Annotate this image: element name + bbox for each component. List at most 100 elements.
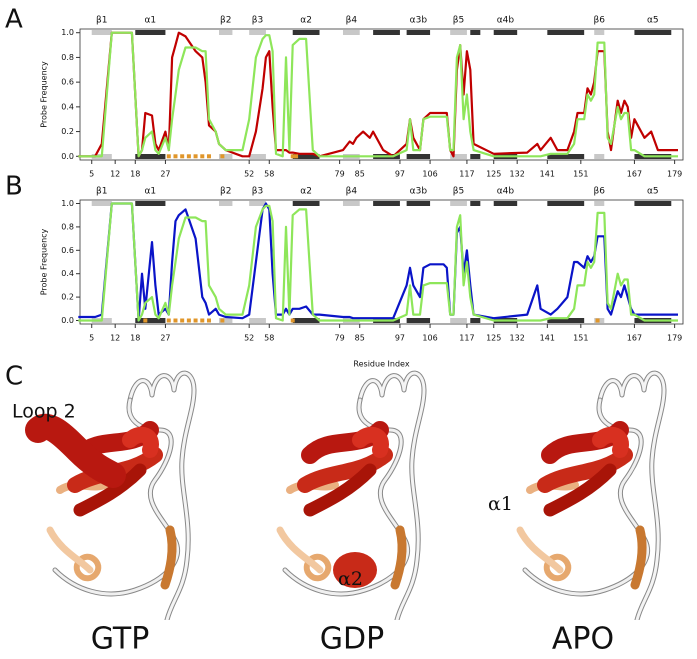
x-tick-label: 117 xyxy=(459,334,474,343)
ss-bar xyxy=(594,154,605,159)
ss-label: β2 xyxy=(220,187,231,197)
marker xyxy=(186,154,191,159)
marker xyxy=(180,154,185,159)
ss-bar xyxy=(547,201,585,206)
ss-bar xyxy=(249,154,266,159)
x-tick-label: 125 xyxy=(486,334,501,343)
ss-bar xyxy=(470,154,481,159)
x-tick-label: 52 xyxy=(244,170,254,179)
x-tick-label: 97 xyxy=(395,170,405,179)
ss-label: β2 xyxy=(220,16,231,26)
ss-label: α5 xyxy=(647,16,659,26)
y-tick-label: 0.4 xyxy=(61,102,74,111)
x-tick-label: 179 xyxy=(667,334,682,343)
marker xyxy=(186,318,191,323)
x-tick-label: 167 xyxy=(627,334,642,343)
series-line xyxy=(78,202,678,322)
x-tick-label: 58 xyxy=(264,334,274,343)
x-tick-label: 52 xyxy=(244,334,254,343)
x-tick-label: 5 xyxy=(89,170,94,179)
ss-bar xyxy=(292,201,320,206)
panel-label: C xyxy=(5,362,23,392)
ss-bar xyxy=(547,30,585,35)
plot-frame xyxy=(79,199,684,325)
ss-label: β3 xyxy=(252,16,263,26)
ss-bar xyxy=(406,318,431,323)
marker xyxy=(200,318,205,323)
x-tick-label: 27 xyxy=(160,170,170,179)
x-tick-label: 79 xyxy=(335,170,345,179)
ss-bar xyxy=(547,154,585,159)
x-tick-label: 132 xyxy=(510,334,525,343)
ss-bar xyxy=(292,154,320,159)
ss-bar xyxy=(135,30,166,35)
ss-label: β5 xyxy=(453,187,464,197)
panel-label: A xyxy=(5,5,23,35)
annotation: Loop 2 xyxy=(12,401,76,423)
x-tick-label: 179 xyxy=(667,170,682,179)
marker xyxy=(193,154,198,159)
ss-label: α5 xyxy=(647,187,659,197)
series-line xyxy=(78,31,678,158)
x-tick-label: 106 xyxy=(422,334,437,343)
ss-bar xyxy=(634,30,672,35)
marker xyxy=(200,154,205,159)
ss-label: β1 xyxy=(96,16,107,26)
ss-label: β6 xyxy=(594,16,606,26)
ss-bar xyxy=(135,201,166,206)
ss-bar xyxy=(493,201,518,206)
marker xyxy=(166,318,171,323)
marker xyxy=(595,318,600,323)
x-tick-label: 18 xyxy=(130,334,140,343)
marker xyxy=(180,318,185,323)
ss-bar xyxy=(249,318,266,323)
y-tick-label: 0.0 xyxy=(61,316,74,325)
y-tick-label: 0.4 xyxy=(61,269,74,278)
y-tick-label: 0.0 xyxy=(61,152,74,161)
ss-bar xyxy=(450,318,467,323)
x-tick-label: 85 xyxy=(355,170,365,179)
series-line xyxy=(78,31,678,158)
x-tick-label: 106 xyxy=(422,170,437,179)
ss-label: β3 xyxy=(252,187,263,197)
ss-label: α2 xyxy=(300,187,312,197)
x-tick-label: 125 xyxy=(486,170,501,179)
ss-bar xyxy=(373,30,400,35)
y-tick-label: 0.8 xyxy=(61,53,74,62)
ss-label: β1 xyxy=(96,187,107,197)
marker xyxy=(173,154,178,159)
structure-name: APO xyxy=(552,622,614,657)
x-tick-label: 58 xyxy=(264,170,274,179)
ss-bar xyxy=(450,30,467,35)
y-tick-label: 0.6 xyxy=(61,246,74,255)
ss-bar xyxy=(292,318,320,323)
ss-label: α3b xyxy=(410,16,428,26)
ss-bar xyxy=(470,201,481,206)
ss-bar xyxy=(450,154,467,159)
marker xyxy=(290,318,295,323)
ss-bar xyxy=(470,30,481,35)
ss-label: β5 xyxy=(453,16,464,26)
x-tick-label: 151 xyxy=(573,334,588,343)
ss-bar xyxy=(249,30,266,35)
protein-apo xyxy=(520,373,664,620)
ss-bar xyxy=(493,30,518,35)
ss-bar xyxy=(342,30,360,35)
alpha2-highlight xyxy=(333,552,377,588)
ss-label: β4 xyxy=(346,16,358,26)
y-tick-label: 1.0 xyxy=(61,199,74,208)
ss-label: α2 xyxy=(300,16,312,26)
marker xyxy=(143,318,148,323)
y-tick-label: 0.6 xyxy=(61,78,74,87)
ss-label: β6 xyxy=(594,187,606,197)
x-tick-label: 79 xyxy=(335,334,345,343)
ss-bar xyxy=(406,154,431,159)
ss-label: α4b xyxy=(497,187,515,197)
annotation: α1 xyxy=(488,493,513,515)
marker xyxy=(294,154,299,159)
ss-label: α1 xyxy=(145,16,157,26)
ss-bar xyxy=(249,201,266,206)
marker xyxy=(193,318,198,323)
marker xyxy=(206,318,211,323)
